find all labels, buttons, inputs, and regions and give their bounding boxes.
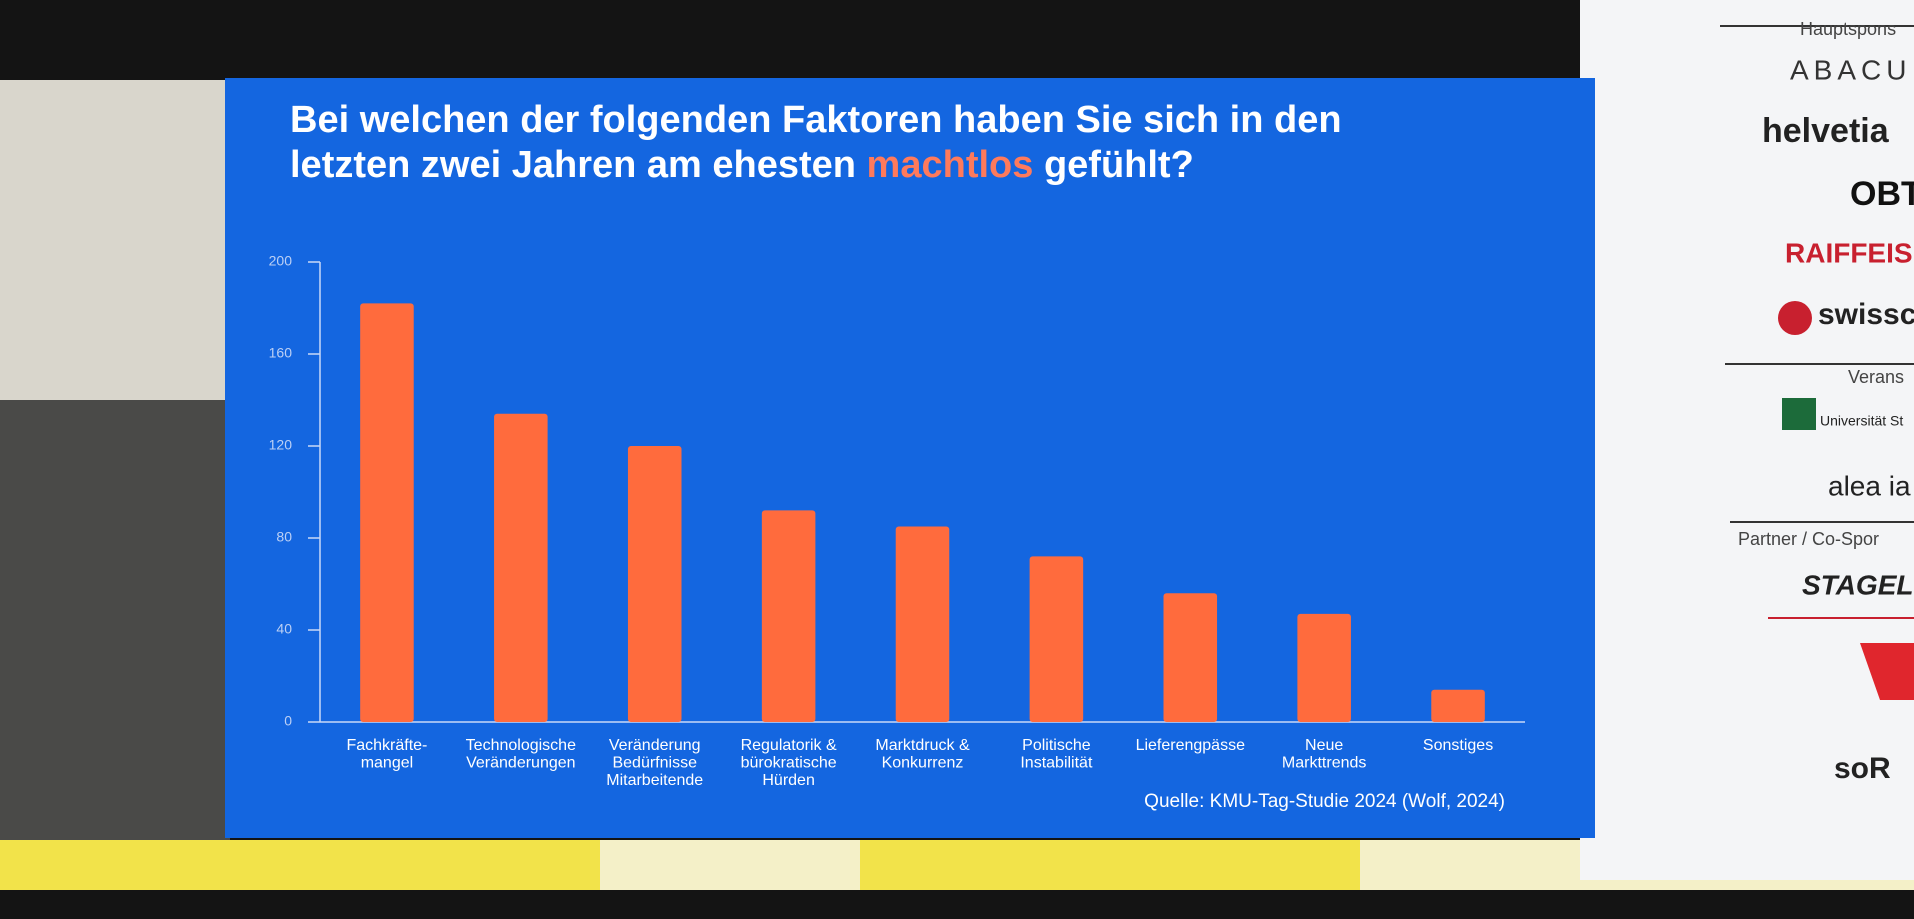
bar [494,413,548,722]
x-tick-label: Regulatorik & bürokratische Hürden [741,737,837,789]
y-tick-label: 80 [276,529,292,545]
y-tick-label: 200 [269,253,293,269]
sponsor-heading: Hauptspons [1800,19,1896,39]
source: Quelle: KMU-Tag-Studie 2024 (Wolf, 2024) [1144,791,1505,812]
x-tick-label: Lieferengpässe [1136,737,1246,754]
y-tick-label: 120 [269,437,293,453]
bar [1297,613,1351,722]
y-tick-label: 0 [284,713,292,729]
sponsor-logo: Universität St [1820,413,1903,429]
sponsor-logo: STAGELI [1802,569,1914,600]
x-tick-label: Sonstiges [1423,737,1493,754]
chart-title: letzten zwei Jahren am ehesten machtlos … [290,144,1194,186]
x-tick-label: Marktdruck & Konkurrenz [875,737,970,772]
x-tick-label: Neue Markttrends [1282,737,1366,772]
sponsor-logo: OBT [1850,175,1914,213]
logo-icon [1860,643,1914,700]
bar [761,510,816,722]
sponsor-heading: Partner / Co-Spor [1738,529,1879,549]
sponsors: Hauptspons ABACU helvetia OBT RAIFFEIS s… [1720,19,1914,785]
sponsor-logo: ABACU [1790,54,1911,85]
sponsor-logo: RAIFFEIS [1785,237,1913,268]
x-tick-label: Veränderung Bedürfnisse Mitarbeitende [606,737,703,789]
x-tick-label: Fachkräfte-mangel [346,737,427,772]
logo-icon [1782,398,1816,430]
sponsor-logo: alea ia [1828,470,1911,501]
x-tick-label: Politische Instabilität [1020,737,1093,772]
title-line: gefühlt? [1044,144,1194,186]
sponsor-logo: soR [1834,752,1891,785]
sponsor-panel [1580,0,1914,880]
bar [1163,593,1218,722]
bar [1029,556,1084,722]
wall [0,80,230,400]
title-line: Bei welchen der folgenden Faktoren haben… [290,99,1342,141]
title-line: letzten zwei Jahren am ehesten [290,144,856,186]
bar [360,303,414,722]
logo-icon [1778,301,1812,335]
yellow-strip [0,840,600,890]
y-tick-label: 40 [276,621,292,637]
yellow-strip [860,840,1360,890]
bar [627,446,682,722]
y-tick-label: 160 [269,345,293,361]
x-tick-label: Technologische Veränderungen [466,737,576,772]
bar [895,526,950,722]
title-highlight: machtlos [867,144,1034,186]
wall-shadow [0,400,230,840]
sponsor-logo: helvetia [1762,112,1890,150]
sponsor-logo: swissc [1818,298,1914,331]
sponsor-heading: Verans [1848,367,1904,387]
slide [225,78,1595,838]
bar [1431,689,1485,722]
chart-title: Bei welchen der folgenden Faktoren haben… [290,99,1342,141]
